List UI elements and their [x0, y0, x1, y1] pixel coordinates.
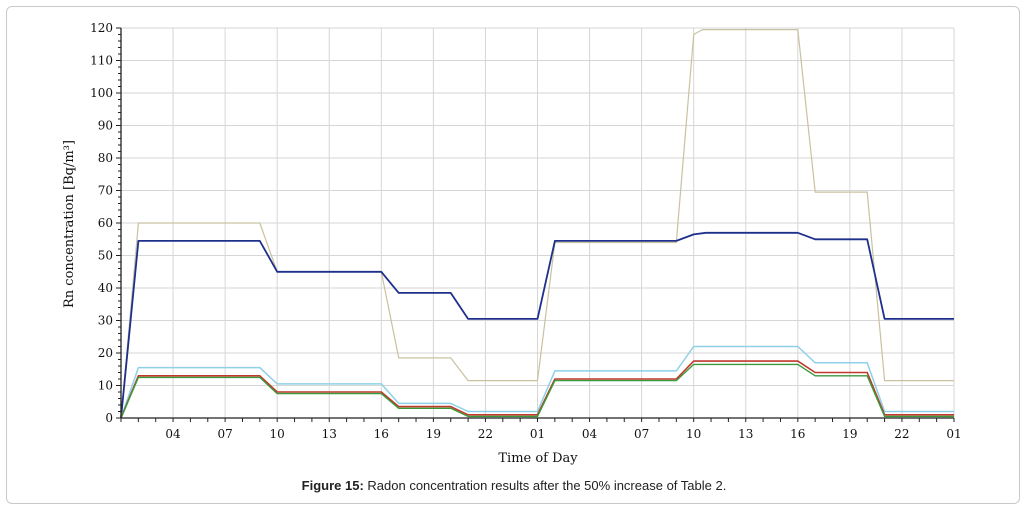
y-tick-label: 30 — [98, 314, 113, 328]
y-tick-label: 120 — [90, 21, 113, 35]
x-tick-label: 07 — [634, 427, 649, 441]
caption-label: Figure 15: — [301, 478, 364, 493]
series-group — [120, 29, 954, 419]
x-tick-label: 19 — [842, 427, 857, 441]
x-tick-label: 22 — [478, 427, 493, 441]
y-tick-labels: 0 10 20 30 40 50 60 70 80 90 100 110 120 — [90, 21, 113, 425]
x-tick-label: 01 — [946, 427, 961, 441]
y-tick-label: 100 — [90, 86, 113, 100]
y-tick-label: 60 — [98, 216, 113, 230]
x-tick-label: 13 — [738, 427, 753, 441]
x-axis-label: Time of Day — [498, 451, 578, 466]
x-tick-label: 16 — [374, 427, 389, 441]
caption-text: Radon concentration results after the 50… — [363, 478, 727, 493]
x-tick-label: 01 — [530, 427, 545, 441]
x-tick-labels: 04 07 10 13 16 19 22 01 04 07 10 13 16 19 22 01 — [165, 427, 961, 441]
x-tick-label: 10 — [270, 427, 285, 441]
series-line-4 — [120, 363, 954, 419]
x-tick-label: 04 — [582, 427, 598, 441]
y-axis-label: Rn concentration [Bq/m³] — [62, 140, 77, 308]
x-tick-label: 22 — [894, 427, 909, 441]
axes — [116, 27, 955, 422]
y-tick-label: 0 — [105, 411, 113, 425]
y-tick-label: 80 — [98, 151, 113, 165]
figure-caption: Figure 15: Radon concentration results a… — [0, 478, 1028, 493]
x-tick-label: 19 — [426, 427, 441, 441]
y-tick-label: 90 — [98, 119, 113, 133]
y-tick-label: 50 — [98, 249, 113, 263]
series-line-0 — [120, 29, 954, 419]
y-tick-label: 70 — [98, 184, 113, 198]
y-tick-label: 40 — [98, 281, 113, 295]
x-tick-label: 16 — [790, 427, 805, 441]
x-tick-label: 07 — [217, 427, 232, 441]
y-tick-label: 10 — [98, 379, 113, 393]
x-tick-label: 13 — [322, 427, 337, 441]
y-tick-label: 110 — [90, 54, 113, 68]
series-line-2 — [120, 345, 954, 419]
x-tick-label: 10 — [686, 427, 701, 441]
series-line-1 — [120, 231, 954, 419]
y-tick-label: 20 — [98, 346, 113, 360]
x-tick-label: 04 — [165, 427, 181, 441]
